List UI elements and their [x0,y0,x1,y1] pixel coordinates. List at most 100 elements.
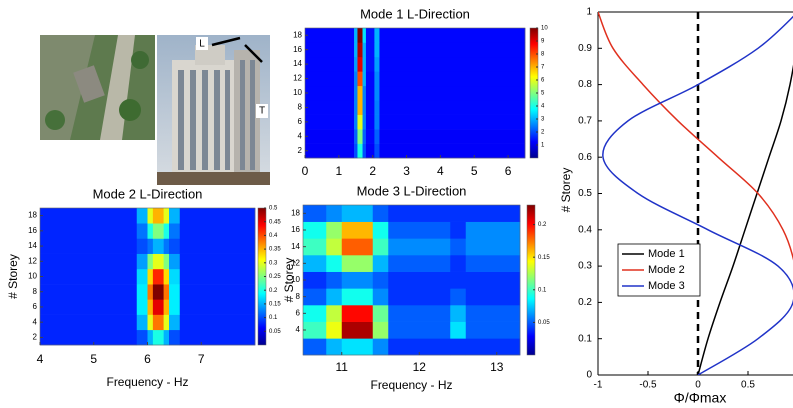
heat-cell [147,238,154,254]
colorbar-tick-label: 5 [541,91,545,97]
colorbar-tick-label: 10 [541,26,548,32]
y-tick-label: 8 [33,287,38,296]
heat-cell [465,338,521,356]
y-tick-label: 6 [33,302,38,311]
colorbar-tick-label: 0.15 [269,301,281,307]
heat-cell [354,56,358,72]
heat-cell [179,253,256,270]
heat-cell [362,56,367,72]
y-tick-label: 18 [293,30,302,39]
heat-cell [341,321,374,339]
heat-cell [305,71,355,87]
heat-cell [169,253,181,270]
heat-cell [169,299,181,315]
heat-cell [147,253,154,270]
heat-cell [365,129,375,144]
heat-cell [354,71,358,87]
y-tick-label: 12 [293,74,302,83]
heat-cell [354,143,358,159]
heat-cell [450,288,467,306]
x-tick-label: 4 [437,164,444,178]
heat-cell [354,129,358,144]
heat-cell [388,321,451,339]
heat-cell [465,271,521,289]
x-tick-label: 1 [336,164,343,178]
heat-cell [303,271,327,289]
heat-cell [374,56,380,72]
heat-cell [169,314,181,331]
heat-cell [357,71,363,87]
y-tick-label: 14 [293,59,302,68]
heat-cell [152,284,164,300]
y-tick-label: 4 [298,131,303,140]
heat-cell [147,268,154,285]
heat-cell [362,85,367,101]
heat-cell [179,314,256,331]
y-axis-label: # Storey [559,168,573,213]
colorbar-tick-label: 0.1 [538,287,547,293]
heat-cell [305,42,355,58]
colorbar-tick-label: 1 [541,143,545,149]
heat-cell [169,238,181,254]
heat-cell [147,299,154,315]
aerial-photo [40,35,155,140]
y-tick-label: 0.9 [578,43,592,54]
heat-cell [465,238,521,256]
colorbar-tick-label: 0.25 [269,274,281,280]
y-tick-label: 16 [28,226,37,235]
x-tick-label: -1 [594,380,603,391]
heat-cell [372,288,389,306]
heat-cell [326,271,343,289]
heat-cell [365,100,375,115]
heat-cell [388,271,451,289]
colorbar-tick-label: 0.05 [538,320,550,326]
heat-cell [305,100,355,115]
heat-cell [163,268,170,285]
heat-cell [374,42,380,58]
y-tick-label: 0.3 [578,261,592,272]
heat-cell [354,28,358,43]
heat-cell [365,56,375,72]
y-tick-label: 18 [291,208,300,217]
heat-cell [465,221,521,239]
y-tick-label: 0.2 [578,297,592,308]
colorbar-tick-label: 0.05 [269,329,281,335]
x-axis-label: Frequency - Hz [106,375,188,389]
x-tick-label: 7 [198,352,205,366]
y-tick-label: 14 [291,242,300,251]
colorbar-tick-label: 0.35 [269,247,281,253]
colorbar-tick-label: 9 [541,39,545,45]
heat-cell [136,284,148,300]
heat-cell [372,305,389,322]
heat-cell [303,255,327,272]
heat-cell [305,28,355,43]
heat-cell [152,329,164,346]
heat-cell [152,238,164,254]
heat-cell [341,255,374,272]
y-tick-label: 4 [33,317,38,326]
heat-cell [179,268,256,285]
colorbar-tick-label: 0.5 [269,206,278,212]
heat-cell [40,268,138,285]
heat-cell [163,299,170,315]
y-tick-label: 12 [291,258,300,267]
y-tick-label: 8 [298,103,303,112]
heat-cell [372,238,389,256]
heat-cell [379,56,526,72]
heat-cell [365,143,375,159]
heat-cell [169,208,181,224]
heat-cell [374,71,380,87]
x-tick-label: -0.5 [639,380,657,391]
heat-cell [152,314,164,331]
heat-cell [303,221,327,239]
heat-cell [372,321,389,339]
heat-cell [362,100,367,115]
heat-cell [40,329,138,346]
heat-cell [40,223,138,239]
heat-cell [40,284,138,300]
y-tick-label: 1 [586,7,592,18]
heat-cell [341,238,374,256]
heat-cell [379,85,526,101]
heat-cell [374,85,380,101]
chart-title: Mode 1 L-Direction [360,6,470,21]
